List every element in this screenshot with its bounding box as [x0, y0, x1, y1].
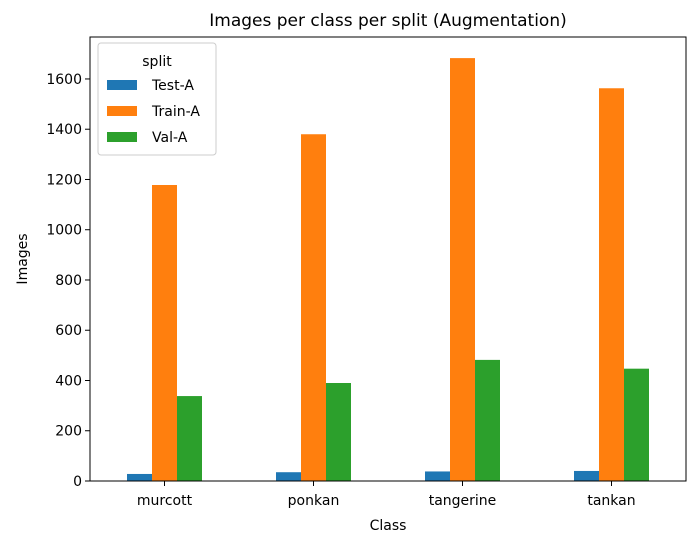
legend-title: split: [142, 54, 172, 70]
legend-box: [97, 42, 217, 156]
bar-train-a-ponkan: [301, 134, 326, 482]
y-tick-label: 0: [73, 474, 82, 490]
x-tick-label-ponkan: ponkan: [288, 493, 340, 509]
plot-area: [89, 36, 687, 482]
bar-test-a-tankan: [574, 470, 599, 481]
plot-frame: [89, 36, 687, 482]
y-axis: 0 200 400 600 800 1000 1200 1400 1600: [46, 72, 90, 490]
legend-items: Test-A Train-A Val-A: [107, 78, 200, 146]
bars-group: [127, 58, 649, 482]
bar-val-a-tankan: [624, 368, 649, 481]
y-axis-label: Images: [15, 233, 31, 284]
bar-val-a-murcott: [177, 396, 202, 481]
y-tick-label: 1200: [46, 172, 82, 188]
legend-swatch-val-a: [107, 132, 137, 142]
legend-swatch-test-a: [107, 80, 137, 90]
y-tick-label: 800: [55, 273, 82, 289]
y-tick-label: 600: [55, 323, 82, 339]
bar-test-a-tangerine: [425, 471, 450, 481]
x-axis-label: Class: [370, 518, 407, 534]
y-tick-label: 1600: [46, 72, 82, 88]
chart-title: Images per class per split (Augmentation…: [209, 11, 566, 31]
y-tick-label: 400: [55, 373, 82, 389]
bar-train-a-tangerine: [450, 58, 475, 482]
x-tick-label-murcott: murcott: [137, 493, 193, 509]
x-tick-label-tangerine: tangerine: [429, 493, 497, 509]
x-axis: murcott ponkan tangerine tankan: [137, 481, 636, 509]
legend-swatch-train-a: [107, 106, 137, 116]
legend: split Test-A Train-A Val-A: [97, 42, 217, 156]
y-tick-label: 200: [55, 424, 82, 440]
bar-val-a-tangerine: [475, 359, 500, 481]
bar-train-a-tankan: [599, 88, 624, 481]
x-tick-label-tankan: tankan: [587, 493, 635, 509]
legend-label-test-a: Test-A: [151, 78, 194, 94]
bar-test-a-ponkan: [276, 472, 301, 481]
legend-label-val-a: Val-A: [152, 130, 188, 146]
bar-val-a-ponkan: [326, 383, 351, 481]
y-tick-label: 1000: [46, 223, 82, 239]
bar-test-a-murcott: [127, 473, 152, 481]
legend-label-train-a: Train-A: [151, 104, 200, 120]
y-tick-label: 1400: [46, 122, 82, 138]
bar-train-a-murcott: [152, 185, 177, 481]
